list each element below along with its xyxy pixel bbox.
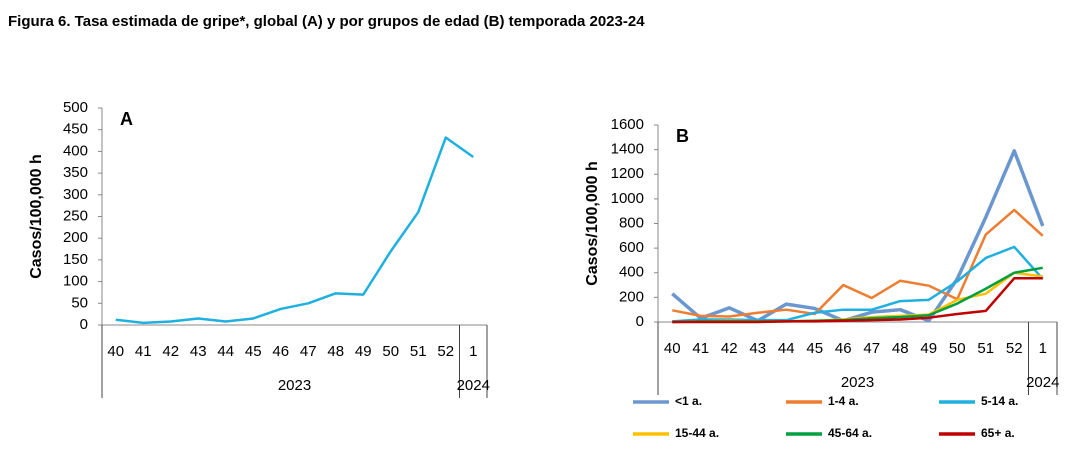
y-tick-label: 250 [63,207,88,224]
series-line [671,149,1045,323]
y-tick-label: 450 [63,121,88,138]
x-tick-label: 40 [107,343,124,360]
x-tick-label: 44 [778,340,795,357]
x-group-label: 2023 [278,377,311,394]
y-tick-label: 500 [63,99,88,116]
series-line [672,266,1043,324]
y-axis-label: Casos/100,000 h [28,154,45,279]
y-tick-label: 1000 [611,190,644,207]
y-tick-label: 300 [63,186,88,203]
x-tick-label: 1 [469,343,477,360]
x-group-label: 2024 [457,377,490,394]
x-tick-label: 42 [721,340,738,357]
x-tick-label: 41 [692,340,709,357]
x-tick-label: 1 [1039,340,1047,357]
x-tick-label: 51 [977,340,994,357]
x-tick-label: 49 [920,340,937,357]
y-tick-label: 200 [619,288,644,305]
x-tick-label: 48 [327,343,344,360]
x-tick-label: 42 [162,343,179,360]
series-line [672,271,1043,324]
legend-label: 5-14 a. [981,394,1018,408]
legend-label: 1-4 a. [828,394,859,408]
legend-label: 65+ a. [981,426,1015,440]
x-tick-label: 52 [437,343,454,360]
x-tick-label: 46 [272,343,289,360]
series-line [672,277,1043,324]
y-tick-label: 400 [619,264,644,281]
y-tick-label: 0 [80,316,88,333]
series-line [115,136,474,325]
legend-label: 15-44 a. [675,426,719,440]
x-tick-label: 46 [835,340,852,357]
x-tick-label: 52 [1006,340,1023,357]
y-tick-label: 200 [63,229,88,246]
x-tick-label: 43 [190,343,207,360]
x-tick-label: 49 [355,343,372,360]
x-tick-label: 43 [749,340,766,357]
panel-label: A [120,109,133,129]
x-tick-label: 45 [806,340,823,357]
x-tick-label: 47 [863,340,880,357]
legend-label: <1 a. [675,394,702,408]
y-tick-label: 0 [636,313,644,330]
x-tick-label: 44 [217,343,234,360]
x-tick-label: 51 [410,343,427,360]
legend-label: 45-64 a. [828,426,872,440]
y-tick-label: 400 [63,142,88,159]
y-tick-label: 800 [619,214,644,231]
x-group-label: 2023 [841,374,874,391]
x-group-label: 2024 [1026,374,1059,391]
y-tick-label: 150 [63,251,88,268]
x-tick-label: 48 [892,340,909,357]
x-tick-label: 50 [949,340,966,357]
y-tick-label: 1200 [611,165,644,182]
y-tick-label: 50 [71,294,88,311]
x-tick-label: 41 [135,343,152,360]
y-tick-label: 100 [63,273,88,290]
figure-title: Figura 6. Tasa estimada de gripe*, globa… [8,13,645,30]
x-tick-label: 45 [245,343,262,360]
y-axis-label: Casos/100,000 h [584,161,601,286]
x-tick-label: 50 [382,343,399,360]
panel-label: B [676,126,689,146]
y-tick-label: 1600 [611,116,644,133]
y-tick-label: 1400 [611,141,644,158]
x-tick-label: 40 [664,340,681,357]
y-tick-label: 350 [63,164,88,181]
x-tick-label: 47 [300,343,317,360]
series-line [672,208,1044,318]
y-tick-label: 600 [619,239,644,256]
